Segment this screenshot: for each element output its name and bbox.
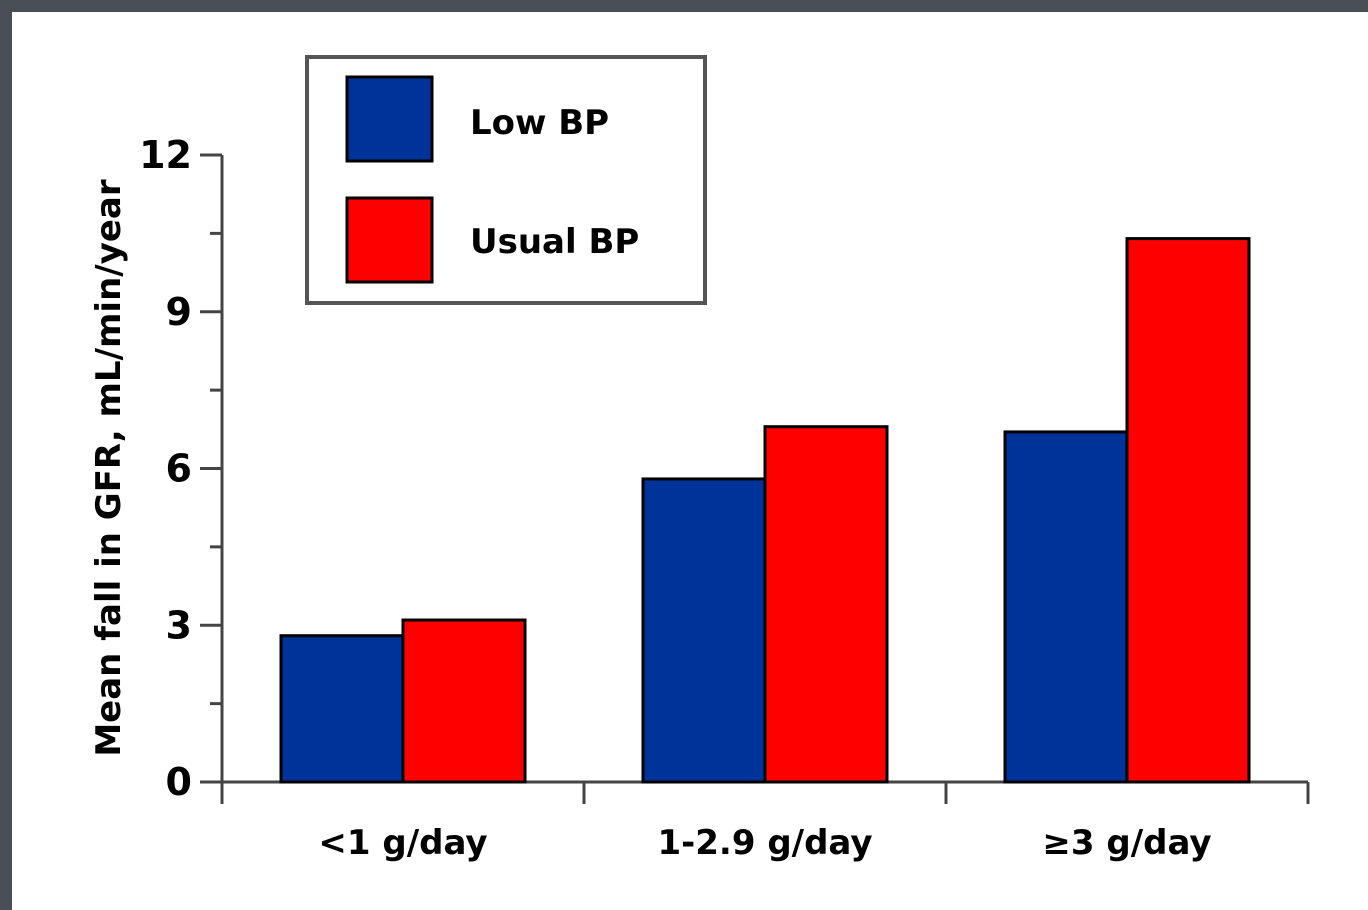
x-tick-label: ≥3 g/day	[1042, 823, 1211, 863]
chart-frame: 0 3 6 9 12 <1 g/day 1-2.9 g/day ≥3 g/day Mean …	[12, 12, 1368, 910]
y-axis: 0 3 6 9 12	[139, 133, 224, 804]
legend-swatch-usual-bp	[345, 196, 434, 284]
legend-label-low-bp: Low BP	[470, 103, 609, 143]
x-axis	[220, 780, 1310, 804]
bar-usual-bp	[401, 618, 527, 784]
bar-chart: 0 3 6 9 12 <1 g/day 1-2.9 g/day ≥3 g/day Mean …	[89, 55, 1310, 863]
y-tick-label: 6	[166, 447, 192, 491]
legend-label-usual-bp: Usual BP	[470, 222, 639, 262]
y-tick-label: 3	[166, 603, 192, 647]
bar-low-bp	[279, 634, 405, 784]
y-tick-label: 9	[166, 290, 192, 334]
bar-usual-bp	[763, 425, 889, 784]
x-tick-label: <1 g/day	[318, 823, 487, 863]
y-tick-label: 12	[139, 133, 192, 177]
legend: Low BP Usual BP	[305, 55, 707, 305]
category-labels: <1 g/day 1-2.9 g/day ≥3 g/day	[318, 823, 1211, 863]
legend-swatch-low-bp	[345, 75, 434, 163]
y-axis-label: Mean fall in GFR, mL/min/year	[89, 179, 129, 757]
bar-usual-bp	[1125, 237, 1251, 784]
x-tick-label: 1-2.9 g/day	[658, 823, 873, 863]
y-tick-label: 0	[166, 760, 192, 804]
bar-low-bp	[1003, 430, 1129, 784]
bars	[279, 237, 1251, 784]
bar-low-bp	[641, 477, 767, 784]
